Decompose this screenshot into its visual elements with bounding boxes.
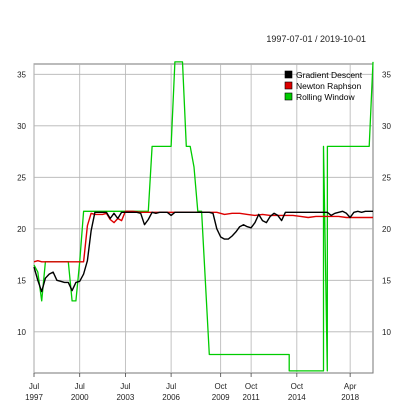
y-tick-label-right: 20 (382, 225, 391, 234)
x-tick-year: 1997 (25, 393, 43, 402)
plot-frame (33, 63, 374, 374)
x-tick-month: Jul (166, 382, 176, 391)
gradient-descent-legend-label: Gradient Descent (296, 70, 363, 80)
x-tick-year: 2014 (288, 393, 306, 402)
y-tick-label-left: 30 (17, 122, 26, 131)
x-tick-year: 2000 (71, 393, 89, 402)
rolling-window-line (33, 61, 374, 372)
x-tick-month: Oct (245, 382, 258, 391)
date-range-label: 1997-07-01 / 2019-10-01 (266, 34, 366, 44)
y-tick-label-left: 10 (17, 328, 26, 337)
newton-raphson-legend-label: Newton Raphson (296, 81, 361, 91)
x-tick-month: Apr (344, 382, 357, 391)
y-tick-label-right: 15 (382, 276, 391, 285)
y-tick-label-right: 35 (382, 70, 391, 79)
x-tick-month: Oct (214, 382, 227, 391)
x-tick-year: 2009 (212, 393, 230, 402)
y-tick-label-left: 20 (17, 225, 26, 234)
gradient-descent-line (33, 210, 373, 293)
x-tick-month: Jul (29, 382, 39, 391)
grid-lines (33, 64, 373, 373)
newton-raphson-legend-swatch (284, 81, 293, 90)
y-tick-label-right: 10 (382, 328, 391, 337)
y-tick-label-left: 25 (17, 173, 26, 182)
x-tick-year: 2006 (162, 393, 180, 402)
y-tick-label-left: 35 (17, 70, 26, 79)
x-tick-year: 2018 (341, 393, 359, 402)
y-axis-ticks: 10 10 15 15 20 20 25 25 30 30 35 35 (17, 70, 391, 337)
x-tick-month: Oct (291, 382, 304, 391)
rolling-window-legend-swatch (284, 92, 293, 101)
x-tick-year: 2011 (243, 393, 261, 402)
x-tick-month: Jul (120, 382, 130, 391)
x-tick-year: 2003 (116, 393, 134, 402)
gradient-descent-legend-swatch (284, 70, 293, 79)
x-axis-ticks: Jul 1997 Jul 2000 Jul 2003 Jul 2006 Oct 2009 Oct 20… (25, 373, 360, 402)
y-tick-label-right: 30 (382, 122, 391, 131)
y-tick-label-right: 25 (382, 173, 391, 182)
rolling-window-legend-label: Rolling Window (296, 92, 355, 102)
series-lines (33, 61, 374, 372)
y-tick-label-left: 15 (17, 276, 26, 285)
x-tick-month: Jul (75, 382, 85, 391)
